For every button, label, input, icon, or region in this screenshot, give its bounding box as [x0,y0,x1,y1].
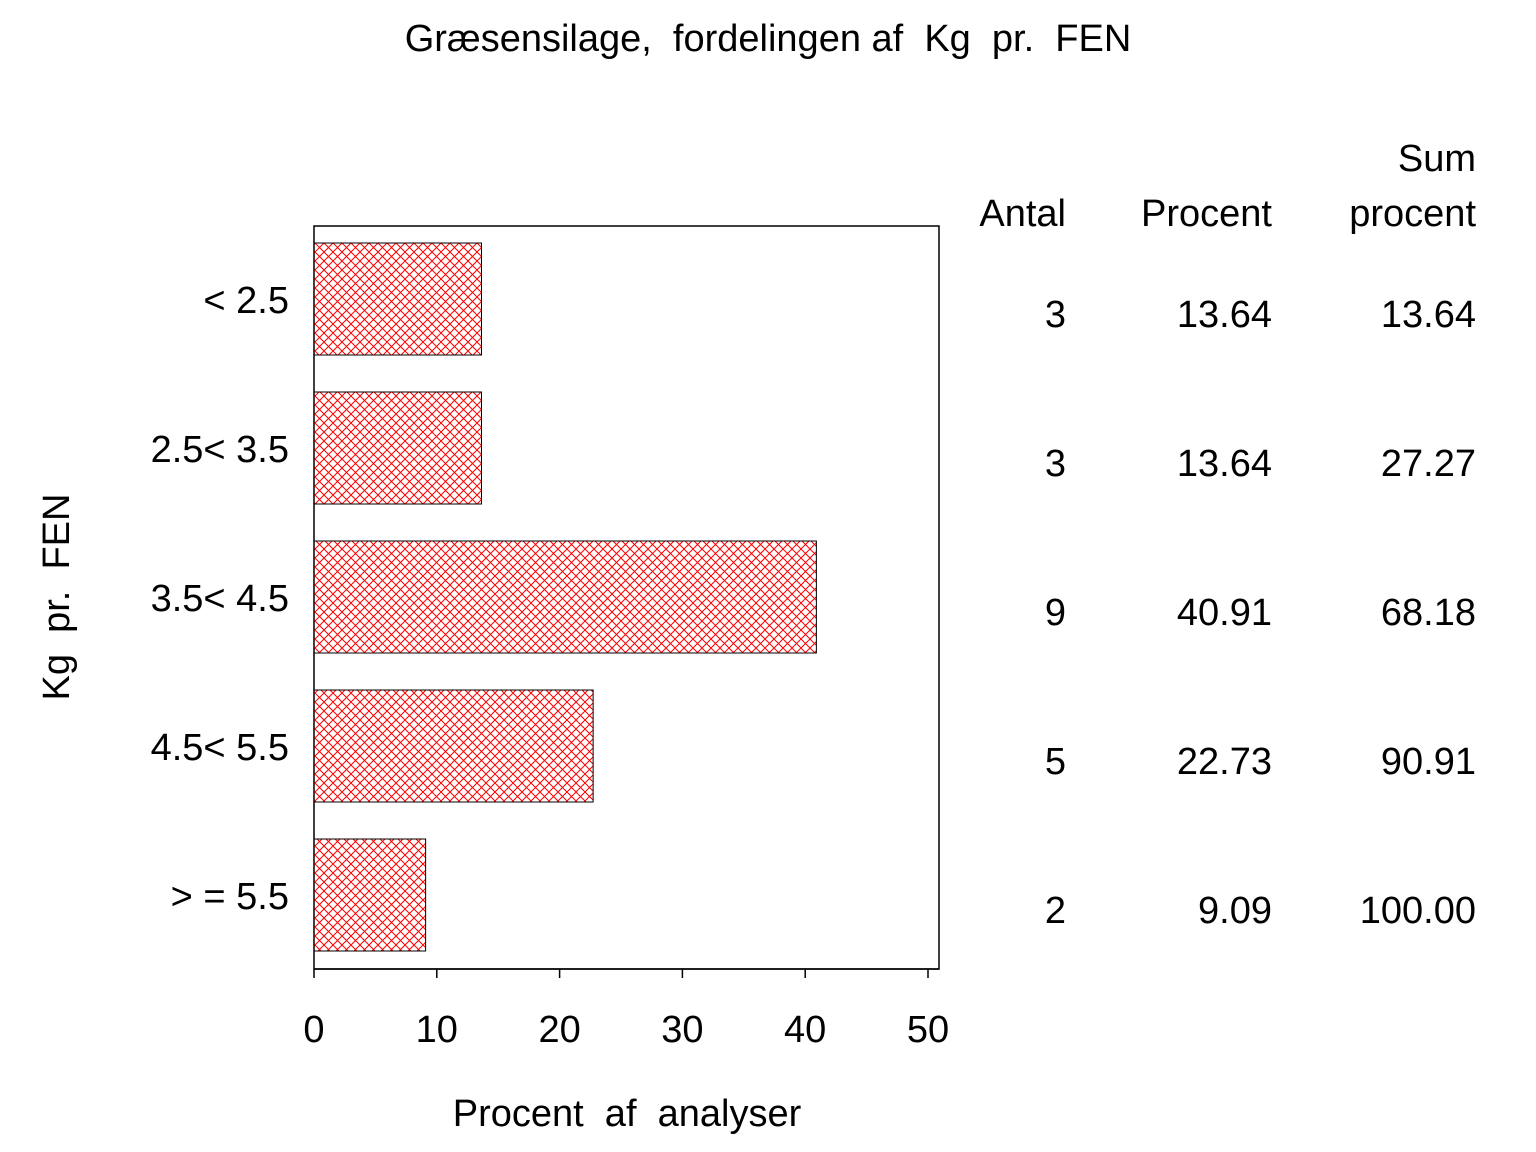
table-header: Procent [1141,193,1272,235]
table-cell: 68.18 [1381,592,1476,634]
table-cell: 27.27 [1381,443,1476,485]
chart-title: Græsensilage, fordelingen af Kg pr. FEN [405,18,1132,60]
x-tick-label: 50 [907,1009,949,1051]
bar [313,391,482,505]
table-cell: 100.00 [1360,890,1476,932]
table-cell: 2 [1045,890,1066,932]
bar [313,540,817,654]
category-label: > = 5.5 [171,876,289,918]
category-label: 4.5< 5.5 [151,727,289,769]
table-cell: 13.64 [1177,294,1272,336]
x-tick-label: 20 [538,1009,580,1051]
x-tick-label: 0 [303,1009,324,1051]
table-cell: 9.09 [1198,890,1272,932]
x-tick-label: 30 [661,1009,703,1051]
category-label: 3.5< 4.5 [151,578,289,620]
table-cell: 3 [1045,443,1066,485]
table-cell: 9 [1045,592,1066,634]
table-cell: 40.91 [1177,592,1272,634]
x-axis-label: Procent af analyser [453,1093,802,1135]
table-header: Antal [979,193,1066,235]
table-cell: 22.73 [1177,741,1272,783]
table-cell: 13.64 [1177,443,1272,485]
table-cell: 90.91 [1381,741,1476,783]
category-label: < 2.5 [203,280,289,322]
x-tick-label: 40 [784,1009,826,1051]
table-header: procent [1349,193,1476,235]
bar [313,689,594,803]
bar [313,838,427,952]
category-label: 2.5< 3.5 [151,429,289,471]
bar [313,242,482,356]
table-cell: 3 [1045,294,1066,336]
x-tick-label: 10 [416,1009,458,1051]
table-header-line1: Sum [1398,138,1476,180]
y-axis-label: Kg pr. FEN [36,494,78,701]
table-cell: 13.64 [1381,294,1476,336]
table-cell: 5 [1045,741,1066,783]
